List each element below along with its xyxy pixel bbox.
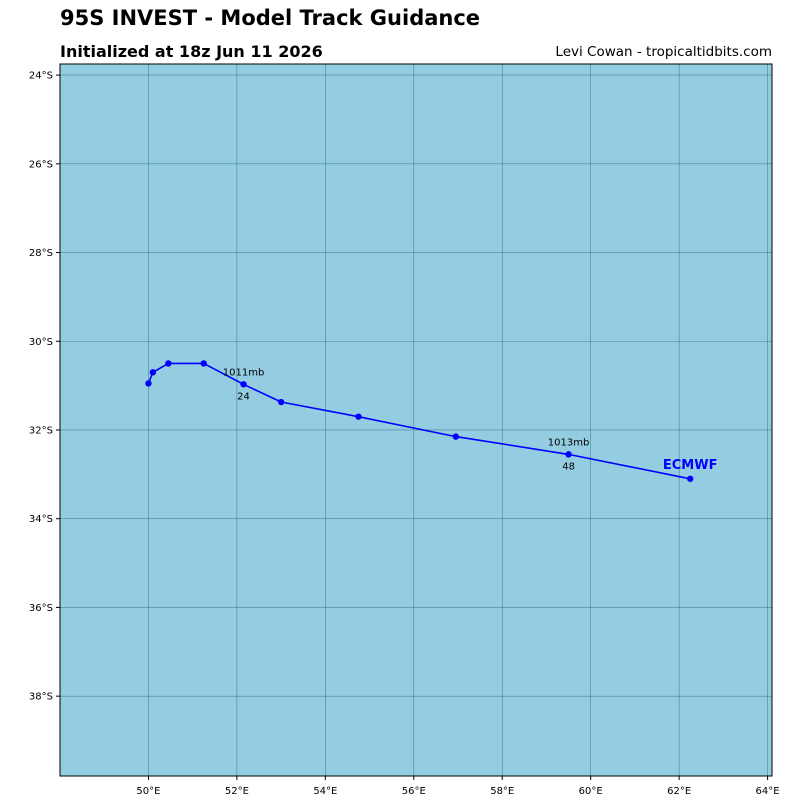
track-point [165,360,172,367]
pressure-label: 1013mb [548,437,590,448]
lon-tick-label: 50°E [136,786,160,797]
axis-ticks: 50°E 52°E 54°E 56°E 58°E 60°E 62°E 64°E 24°S 26°S… [29,71,780,797]
lon-tick-label: 56°E [402,786,426,797]
track-point [277,398,285,406]
lat-tick-label: 30°S [29,337,53,348]
track-ecmwf: 1011mb 24 1013mb 48 ECMWF [145,360,717,482]
track-point [240,381,247,388]
ocean-background [60,64,772,776]
track-point [686,475,694,482]
track-line [147,362,691,480]
credit-label: Levi Cowan - tropicaltidbits.com [555,44,772,60]
model-tracks: 1011mb 24 1013mb 48 ECMWF [145,360,717,482]
track-point [200,360,207,367]
track-point [355,413,362,420]
lat-tick-label: 26°S [29,159,53,170]
lon-tick-label: 60°E [579,786,603,797]
lon-tick-label: 54°E [313,786,337,797]
forecast-hour-label: 48 [562,461,575,472]
pressure-label: 1011mb [223,367,265,378]
lat-tick-label: 28°S [29,248,53,259]
lat-tick-label: 32°S [29,425,53,436]
track-point [149,369,157,376]
track-point [565,451,572,458]
lat-tick-label: 34°S [29,514,53,525]
lat-tick-label: 24°S [29,71,53,82]
lon-tick-label: 62°E [667,786,691,797]
track-point [145,380,152,387]
map-frame [59,63,773,777]
initialization-subtitle: Initialized at 18z Jun 11 2026 [60,42,323,61]
model-label: ECMWF [663,458,718,473]
lat-tick-label: 36°S [29,603,53,614]
lat-tick-label: 38°S [29,692,53,703]
lon-tick-label: 64°E [756,786,780,797]
lon-tick-label: 58°E [490,786,514,797]
track-point [452,433,460,440]
graticule [60,64,772,776]
map-title: 95S INVEST - Model Track Guidance [60,6,481,30]
lon-tick-label: 52°E [225,786,249,797]
forecast-hour-label: 24 [237,391,250,402]
